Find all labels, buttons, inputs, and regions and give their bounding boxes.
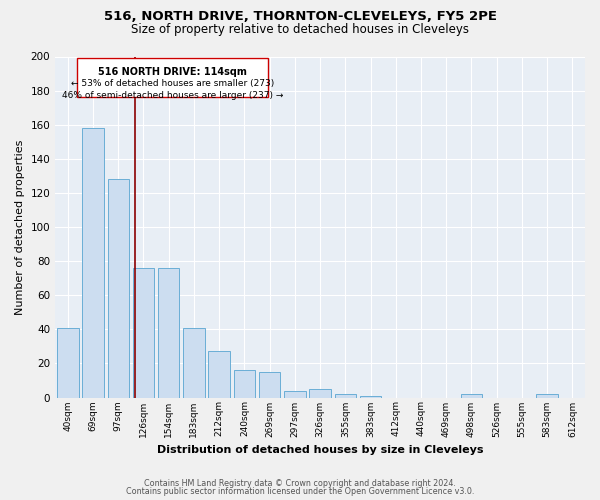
Bar (536, 394, 558, 398)
Text: Size of property relative to detached houses in Cleveleys: Size of property relative to detached ho… (131, 22, 469, 36)
FancyBboxPatch shape (77, 58, 268, 98)
Bar (82, 128, 104, 398)
Text: Contains HM Land Registry data © Crown copyright and database right 2024.: Contains HM Land Registry data © Crown c… (144, 478, 456, 488)
Text: Contains public sector information licensed under the Open Government Licence v3: Contains public sector information licen… (126, 487, 474, 496)
Bar (107, 180, 129, 398)
Bar (461, 394, 482, 398)
Bar (183, 328, 205, 398)
X-axis label: Distribution of detached houses by size in Cleveleys: Distribution of detached houses by size … (157, 445, 484, 455)
Y-axis label: Number of detached properties: Number of detached properties (15, 140, 25, 314)
Bar (310, 389, 331, 398)
Text: 516 NORTH DRIVE: 114sqm: 516 NORTH DRIVE: 114sqm (98, 66, 247, 76)
Bar (259, 372, 280, 398)
Bar (57, 328, 79, 398)
Text: 46% of semi-detached houses are larger (237) →: 46% of semi-detached houses are larger (… (62, 90, 283, 100)
Bar (133, 268, 154, 398)
Text: ← 53% of detached houses are smaller (273): ← 53% of detached houses are smaller (27… (71, 78, 274, 88)
Bar (335, 394, 356, 398)
Bar (284, 390, 305, 398)
Bar (208, 352, 230, 398)
Bar (360, 396, 381, 398)
Text: 516, NORTH DRIVE, THORNTON-CLEVELEYS, FY5 2PE: 516, NORTH DRIVE, THORNTON-CLEVELEYS, FY… (104, 10, 497, 23)
Bar (233, 370, 255, 398)
Bar (158, 268, 179, 398)
